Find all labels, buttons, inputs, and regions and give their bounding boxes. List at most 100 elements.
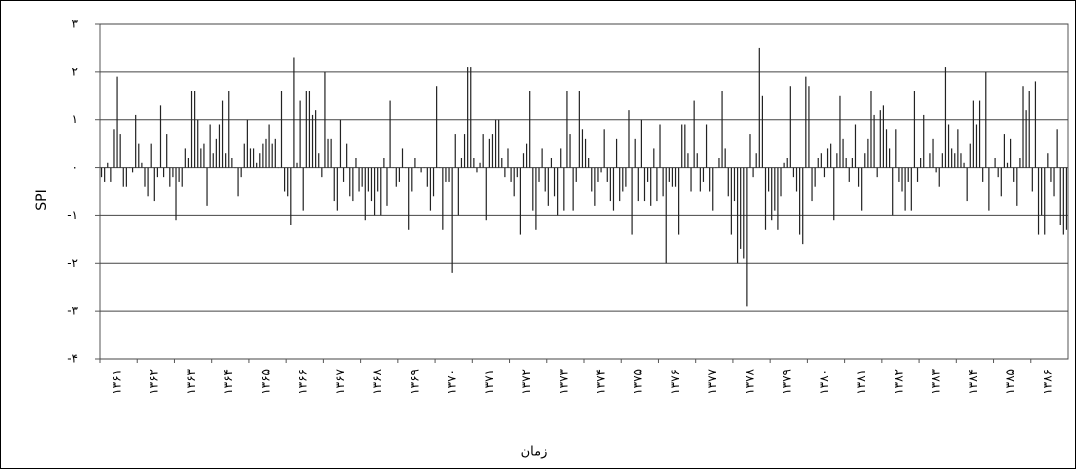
x-tick-label: ۱۳۷۱ — [482, 369, 496, 395]
bar — [662, 167, 664, 197]
bar — [795, 167, 798, 192]
bar — [243, 143, 245, 168]
bar — [532, 167, 534, 211]
bar — [271, 143, 273, 168]
bar — [547, 167, 549, 206]
bar — [352, 167, 354, 202]
bar — [560, 148, 562, 168]
bar — [811, 167, 813, 202]
bar — [951, 148, 953, 168]
x-tick-label: ۱۳۷۳ — [556, 368, 570, 394]
bar — [367, 167, 369, 192]
bar — [175, 167, 177, 221]
bar — [982, 167, 984, 182]
bar — [969, 143, 971, 168]
bar — [944, 67, 947, 168]
bar — [318, 153, 320, 168]
x-tick-label: ۱۳۷۰ — [445, 369, 459, 395]
bar — [615, 138, 618, 168]
bar — [330, 138, 332, 168]
bar — [349, 167, 351, 197]
bar — [730, 167, 732, 235]
bar — [411, 167, 413, 192]
bar — [705, 124, 708, 168]
bar — [237, 167, 239, 197]
bar — [417, 167, 419, 169]
bar — [740, 167, 742, 249]
bar — [420, 167, 422, 173]
bar — [836, 153, 838, 168]
bar — [408, 167, 410, 230]
x-tick-label: ۱۳۶۸ — [370, 368, 384, 394]
bar — [451, 167, 453, 273]
bar — [128, 167, 131, 169]
bar — [467, 67, 469, 168]
bar — [724, 148, 726, 168]
bar — [780, 167, 782, 197]
bar — [814, 167, 816, 187]
bar — [826, 148, 829, 168]
bar — [346, 143, 348, 168]
bar — [249, 148, 252, 168]
bar — [1050, 167, 1052, 182]
bar — [423, 167, 425, 169]
bar — [668, 167, 670, 182]
y-tick-label: ٠ — [72, 160, 78, 174]
bar — [693, 100, 695, 168]
bar — [1053, 167, 1055, 197]
bar — [246, 119, 248, 168]
bar — [910, 167, 912, 211]
bar — [169, 167, 171, 187]
bar — [116, 76, 118, 168]
bar — [342, 167, 345, 182]
bar — [488, 138, 490, 168]
bar — [584, 138, 587, 168]
bar — [426, 167, 428, 187]
bar — [736, 167, 739, 264]
bar — [460, 158, 463, 168]
bar — [1062, 167, 1064, 235]
x-axis-title: زمان — [521, 445, 548, 460]
bar — [299, 100, 301, 168]
bar — [479, 162, 481, 168]
bar — [808, 86, 810, 168]
bar — [963, 162, 965, 168]
bar — [913, 91, 916, 168]
bar — [392, 167, 394, 169]
bar — [566, 91, 568, 168]
bar — [895, 129, 897, 168]
bar — [184, 148, 186, 168]
bar — [892, 167, 894, 216]
bar — [1059, 167, 1061, 225]
bar — [702, 167, 705, 182]
bar — [960, 153, 962, 168]
bar — [889, 148, 891, 168]
bar — [882, 105, 884, 168]
bar — [274, 138, 276, 168]
bar — [225, 153, 227, 168]
bar — [749, 134, 751, 168]
x-tick-label: ۱۳۸۴ — [966, 369, 980, 395]
bar — [544, 167, 546, 192]
bar — [1025, 110, 1027, 168]
y-tick-label: -۲ — [67, 256, 78, 270]
bar — [516, 167, 518, 178]
bar — [439, 167, 441, 169]
bar — [802, 167, 804, 245]
bar — [864, 153, 866, 168]
bar — [975, 124, 978, 168]
bar — [653, 148, 655, 168]
bar — [628, 110, 630, 168]
bar — [172, 167, 174, 178]
bar — [557, 167, 559, 216]
bar — [923, 114, 925, 168]
bar — [941, 153, 943, 168]
bar — [715, 167, 717, 169]
bar — [634, 138, 636, 168]
bar — [972, 100, 974, 168]
bar — [504, 167, 506, 178]
x-tick-label: ۱۳۸۲ — [891, 369, 905, 395]
bar — [904, 167, 906, 211]
bar — [150, 143, 152, 168]
